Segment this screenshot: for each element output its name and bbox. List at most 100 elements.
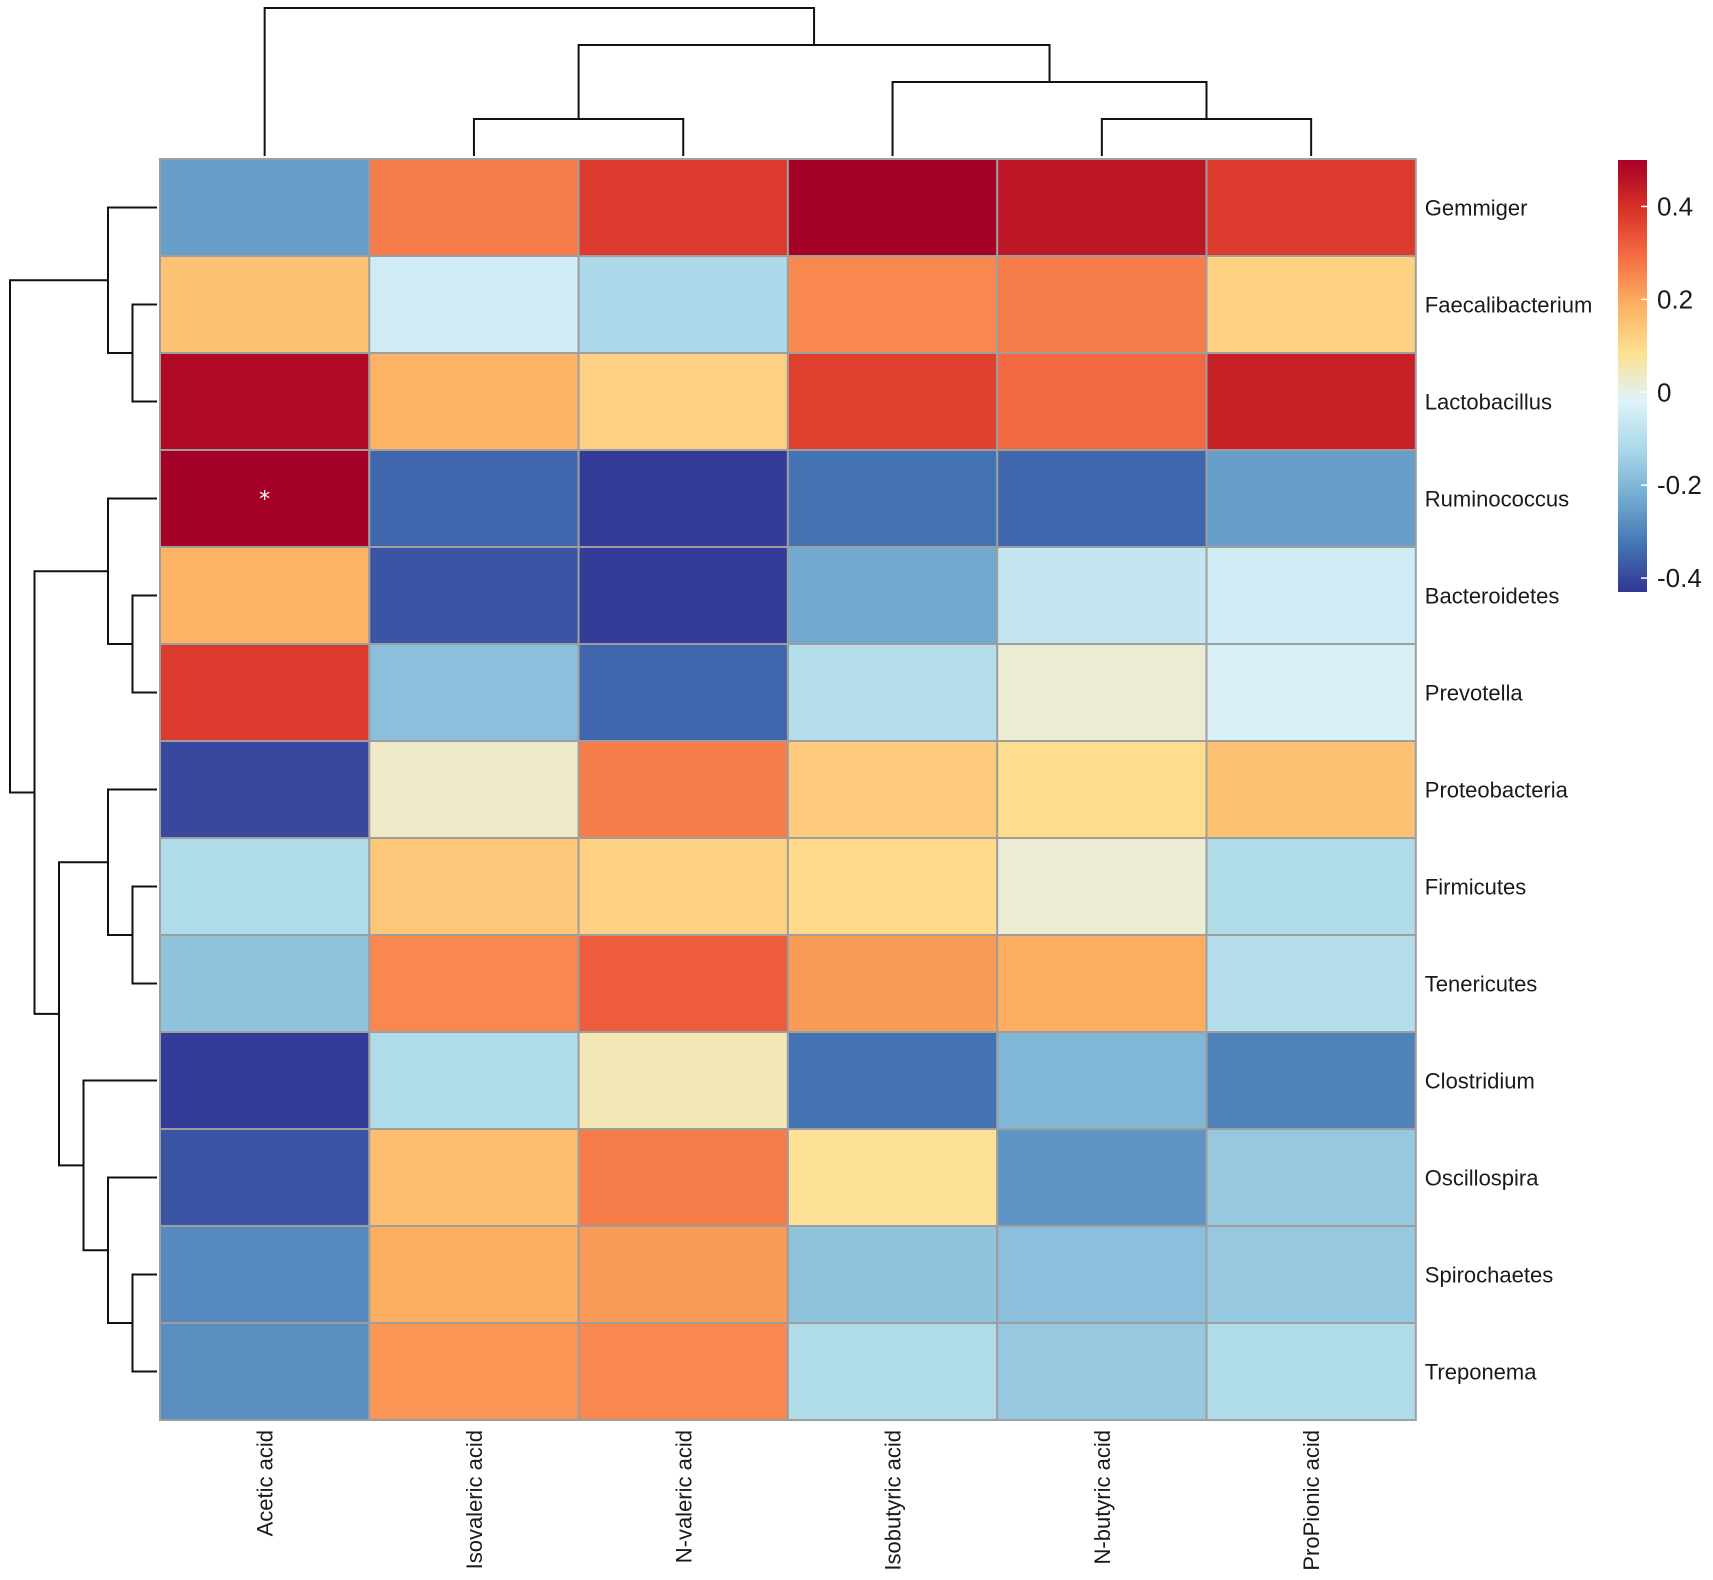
heatmap-cell-treponema-5: [1205, 1322, 1417, 1421]
column-labels: Acetic acid Isovaleric acid N-valeric acid…: [253, 1430, 1325, 1571]
heatmap-cell-faecalibacterium-5: [1205, 255, 1417, 354]
heatmap-cell-prevotella-3: [786, 643, 999, 742]
heatmap-cell-spirochaetes-2: [577, 1225, 789, 1324]
heatmap-cell-gemmiger-0: [159, 158, 371, 257]
row-label-oscillospira: Oscillospira: [1425, 1166, 1539, 1191]
heatmap-cell-lactobacillus-5: [1205, 352, 1417, 451]
row-label-faecalibacterium: Faecalibacterium: [1425, 293, 1593, 318]
significance-mark: *: [259, 488, 270, 513]
heatmap-cell-clostridium-1: [368, 1031, 580, 1130]
legend-tick-label: -0.2: [1657, 470, 1702, 500]
row-dendrogram-branch: [131, 885, 157, 985]
row-label-tenericutes: Tenericutes: [1425, 972, 1538, 997]
heatmap-cell-prevotella-2: [577, 643, 789, 742]
heatmap-cell-ruminococcus-2: [577, 449, 789, 548]
heatmap-cell-treponema-0: [159, 1322, 371, 1421]
heatmap-cell-tenericutes-1: [368, 934, 580, 1033]
heatmap-cell-oscillospira-3: [786, 1128, 999, 1227]
heatmap-cell-firmicutes-4: [996, 837, 1208, 936]
row-label-prevotella: Prevotella: [1425, 681, 1524, 706]
legend-tick-label: 0: [1657, 377, 1671, 407]
heatmap-cell-lactobacillus-0: [159, 352, 371, 451]
heatmap-cell-gemmiger-5: [1205, 158, 1417, 257]
heatmap-cell-faecalibacterium-3: [786, 255, 999, 354]
row-label-gemmiger: Gemmiger: [1425, 196, 1528, 221]
column-dendrogram: [263, 7, 1313, 156]
row-label-proteobacteria: Proteobacteria: [1425, 778, 1569, 803]
row-labels: Gemmiger Faecalibacterium Lactobacillus Rum…: [1425, 196, 1593, 1385]
heatmap-cell-lactobacillus-2: [577, 352, 789, 451]
heatmap-cell-oscillospira-1: [368, 1128, 580, 1227]
column-dendrogram-branch: [263, 7, 816, 156]
column-label-acetic-acid: Acetic acid: [253, 1430, 278, 1536]
heatmap-cell-oscillospira-2: [577, 1128, 789, 1227]
heatmap-cell-ruminococcus-5: [1205, 449, 1417, 548]
heatmap-cell-proteobacteria-5: [1205, 740, 1417, 839]
heatmap-cell-proteobacteria-1: [368, 740, 580, 839]
heatmap-cell-gemmiger-2: [577, 158, 789, 257]
heatmap-cell-bacteroidetes-3: [786, 546, 999, 645]
legend-tick-label: 0.4: [1657, 191, 1693, 221]
row-label-lactobacillus: Lactobacillus: [1425, 390, 1552, 415]
row-label-clostridium: Clostridium: [1425, 1069, 1535, 1094]
legend-color-bar: [1618, 160, 1647, 592]
heatmap-cell-tenericutes-3: [786, 934, 999, 1033]
heatmap-cell-prevotella-1: [368, 643, 580, 742]
row-dendrogram-branch: [9, 279, 108, 794]
heatmap-cell-clostridium-3: [786, 1031, 999, 1130]
heatmap-cell-spirochaetes-0: [159, 1225, 371, 1324]
legend-tick-label: 0.2: [1657, 284, 1693, 314]
heatmap-cell-firmicutes-5: [1205, 837, 1417, 936]
row-dendrogram: [9, 206, 157, 1373]
heatmap-cell-proteobacteria-2: [577, 740, 789, 839]
heatmap-cell-gemmiger-4: [996, 158, 1208, 257]
heatmap-cell-oscillospira-0: [159, 1128, 371, 1227]
column-label-isobutyric-acid: Isobutyric acid: [881, 1430, 906, 1571]
heatmap-cell-tenericutes-0: [159, 934, 371, 1033]
heatmap-cell-prevotella-0: [159, 643, 371, 742]
heatmap-cell-treponema-3: [786, 1322, 999, 1421]
heatmap-cell-proteobacteria-3: [786, 740, 999, 839]
heatmap-cell-gemmiger-3: [786, 158, 999, 257]
heatmap-cell-tenericutes-4: [996, 934, 1208, 1033]
row-label-firmicutes: Firmicutes: [1425, 875, 1526, 900]
heatmap-cell-bacteroidetes-0: [159, 546, 371, 645]
heatmap-cell-tenericutes-2: [577, 934, 789, 1033]
row-label-bacteroidetes: Bacteroidetes: [1425, 584, 1560, 609]
heatmap-cell-bacteroidetes-1: [368, 546, 580, 645]
heatmap-cell-ruminococcus-4: [996, 449, 1208, 548]
heatmap-cell-spirochaetes-3: [786, 1225, 999, 1324]
column-label-n-butyric-acid: N-butyric acid: [1090, 1430, 1115, 1564]
heatmap-cell-clostridium-5: [1205, 1031, 1417, 1130]
heatmap-cell-bacteroidetes-5: [1205, 546, 1417, 645]
heatmap-cell-firmicutes-0: [159, 837, 371, 936]
legend-tick-label: -0.4: [1657, 563, 1702, 593]
heatmap-cell-spirochaetes-1: [368, 1225, 580, 1324]
heatmap-cell-clostridium-4: [996, 1031, 1208, 1130]
row-dendrogram-branch: [33, 570, 108, 1015]
heatmap-cell-tenericutes-5: [1205, 934, 1417, 1033]
heatmap-cell-lactobacillus-1: [368, 352, 580, 451]
heatmap-cell-firmicutes-3: [786, 837, 999, 936]
heatmap-cell-treponema-2: [577, 1322, 789, 1421]
heatmap-cell-gemmiger-1: [368, 158, 580, 257]
heatmap-cell-ruminococcus-1: [368, 449, 580, 548]
column-dendrogram-branch: [472, 118, 685, 156]
heatmap-cell-lactobacillus-3: [786, 352, 999, 451]
heatmap-cell-proteobacteria-0: [159, 740, 371, 839]
heatmap-cell-spirochaetes-4: [996, 1225, 1208, 1324]
heatmap-cell-clostridium-0: [159, 1031, 371, 1130]
significance-marks: *: [259, 488, 270, 513]
heatmap-cell-prevotella-4: [996, 643, 1208, 742]
heatmap-cell-spirochaetes-5: [1205, 1225, 1417, 1324]
heatmap-cell-prevotella-5: [1205, 643, 1417, 742]
heatmap-cell-clostridium-2: [577, 1031, 789, 1130]
column-label-isovaleric-acid: Isovaleric acid: [462, 1430, 487, 1569]
heatmap-cell-oscillospira-4: [996, 1128, 1208, 1227]
heatmap-cell-faecalibacterium-0: [159, 255, 371, 354]
heatmap-cell-oscillospira-5: [1205, 1128, 1417, 1227]
row-label-ruminococcus: Ruminococcus: [1425, 487, 1569, 512]
heatmap-cell-firmicutes-2: [577, 837, 789, 936]
color-legend: 0.4 0.2 0 -0.2 -0.4: [1618, 160, 1702, 593]
